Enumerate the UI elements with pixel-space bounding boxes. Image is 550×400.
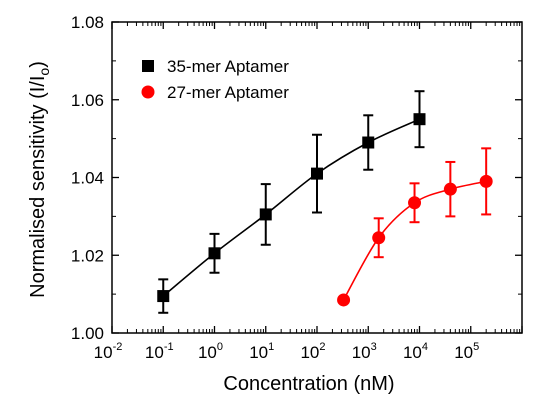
legend-marker-27-mer xyxy=(141,85,155,99)
x-tick-label: 10-2 xyxy=(94,341,123,362)
x-tick-label-exponent: 2 xyxy=(319,341,325,353)
y-axis-title: Normalised sensitivity (I/Io) xyxy=(27,61,52,298)
x-tick-label: 102 xyxy=(300,341,325,362)
data-point-27-mer xyxy=(408,196,422,210)
x-tick-label-exponent: 5 xyxy=(473,341,479,353)
data-point-35-mer xyxy=(157,290,170,303)
data-point-27-mer xyxy=(337,293,351,307)
x-tick-label-base: 10 xyxy=(145,343,164,362)
x-tick-label-exponent: -2 xyxy=(113,341,123,353)
x-tick-label-base: 10 xyxy=(300,343,319,362)
x-tick-label-exponent: 3 xyxy=(371,341,377,353)
legend-label-27-mer: 27-mer Aptamer xyxy=(167,83,289,102)
x-tick-label: 10-1 xyxy=(145,341,174,362)
y-axis-title-main: Normalised sensitivity (I/I xyxy=(27,76,49,298)
x-tick-label-base: 10 xyxy=(94,343,113,362)
data-point-27-mer xyxy=(372,231,386,245)
data-point-35-mer xyxy=(259,208,272,221)
data-point-35-mer xyxy=(208,247,221,260)
x-tick-label-exponent: 4 xyxy=(422,341,428,353)
y-axis-title-subscript: o xyxy=(36,68,52,76)
fit-curve-35-mer xyxy=(162,118,420,297)
x-tick-label-exponent: -1 xyxy=(164,341,174,353)
data-point-35-mer xyxy=(362,136,375,149)
x-tick-label: 103 xyxy=(352,341,377,362)
x-tick-label: 104 xyxy=(403,341,428,362)
x-axis-title: Concentration (nM) xyxy=(223,373,394,395)
y-tick-label: 1.00 xyxy=(71,324,104,343)
data-point-27-mer xyxy=(443,182,457,196)
x-tick-label: 101 xyxy=(249,341,274,362)
y-tick-label: 1.06 xyxy=(71,91,104,110)
y-axis-title-close: ) xyxy=(27,61,49,68)
x-tick-label: 105 xyxy=(454,341,479,362)
x-tick-label-exponent: 1 xyxy=(268,341,274,353)
x-tick-label-base: 10 xyxy=(198,343,217,362)
data-point-35-mer xyxy=(311,167,323,180)
y-tick-label: 1.02 xyxy=(71,246,104,265)
legend: 35-mer Aptamer 27-mer Aptamer xyxy=(141,57,289,102)
x-tick-label-base: 10 xyxy=(454,343,473,362)
y-tick-label: 1.08 xyxy=(71,13,104,32)
data-point-27-mer xyxy=(479,174,493,188)
x-tick-label: 100 xyxy=(198,341,223,362)
data-point-35-mer xyxy=(413,113,426,126)
legend-label-35-mer: 35-mer Aptamer xyxy=(167,57,289,76)
x-tick-label-base: 10 xyxy=(352,343,371,362)
x-tick-label-exponent: 0 xyxy=(217,341,223,353)
x-tick-label-base: 10 xyxy=(249,343,268,362)
y-tick-label: 1.04 xyxy=(71,169,104,188)
x-tick-label-base: 10 xyxy=(403,343,422,362)
legend-marker-35-mer xyxy=(142,60,154,72)
